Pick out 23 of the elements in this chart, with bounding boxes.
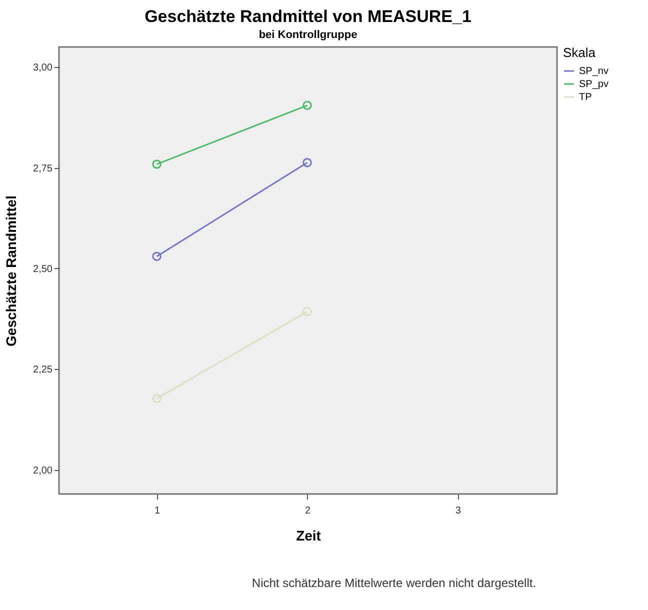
x-axis-title: Zeit bbox=[296, 528, 322, 544]
legend-label: SP_nv bbox=[579, 66, 608, 77]
y-axis-title: Geschätzte Randmittel bbox=[3, 196, 20, 346]
x-tick-label: 1 bbox=[154, 506, 161, 516]
y-tick-label: 2,25 bbox=[33, 364, 53, 376]
chart-title: Geschätzte Randmittel von MEASURE_1 bbox=[144, 7, 472, 26]
point bbox=[152, 160, 162, 169]
legend-title: Skala bbox=[563, 45, 596, 60]
y-tick-label: 2,50 bbox=[33, 264, 53, 275]
legend-label: SP_pv bbox=[579, 79, 608, 90]
y-tick-label: 2,75 bbox=[33, 163, 53, 174]
point bbox=[152, 394, 162, 404]
y-tick-label: 3,00 bbox=[33, 62, 53, 74]
point bbox=[302, 158, 312, 168]
point bbox=[302, 100, 312, 110]
text: Nicht schätzbare Mittelwerte werden nicht dargestellt. bbox=[250, 576, 538, 590]
x-tick-label: 3 bbox=[455, 506, 462, 516]
point bbox=[152, 252, 162, 262]
point bbox=[302, 306, 312, 316]
x-tick-label: 2 bbox=[304, 506, 311, 516]
chart-subtitle: bei Kontrollgruppe bbox=[258, 29, 358, 41]
legend-label: TP bbox=[579, 92, 592, 103]
y-tick-label: 2,00 bbox=[33, 465, 53, 476]
